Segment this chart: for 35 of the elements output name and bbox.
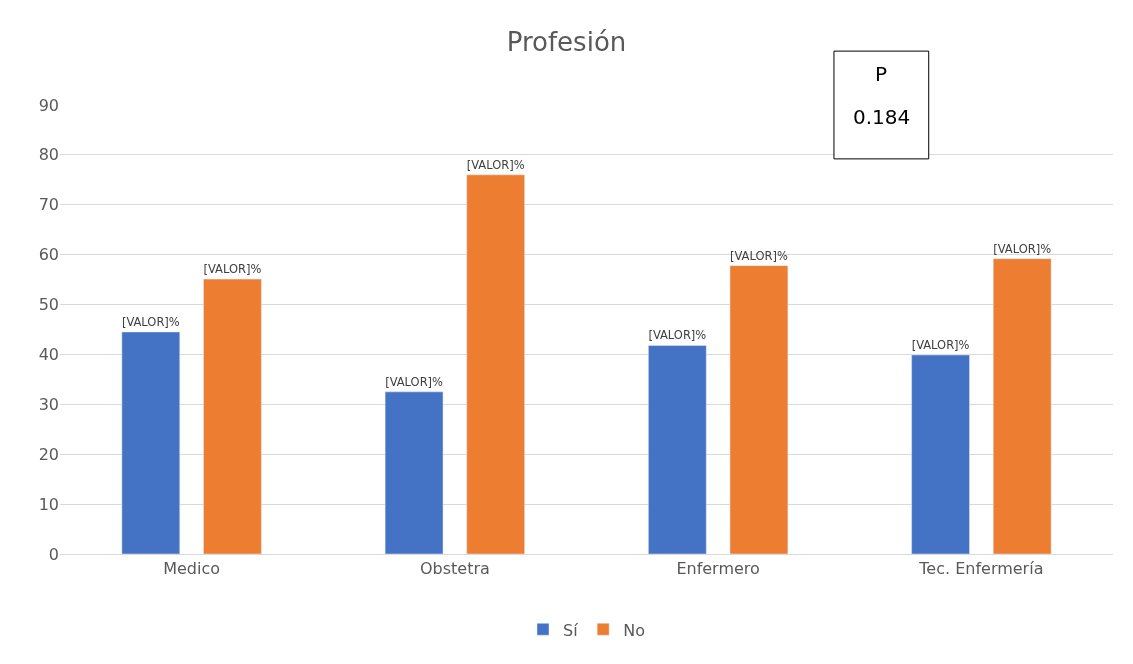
text: P (875, 62, 888, 86)
bar (648, 345, 707, 554)
x-tick-label: Medico (163, 559, 221, 579)
y-tick-label: 60 (38, 245, 59, 265)
y-tick-label: 10 (38, 494, 59, 514)
y-tick-label: 50 (38, 295, 59, 315)
data-label: [VALOR]% (648, 328, 707, 343)
bar (384, 391, 444, 554)
y-tick-label: 80 (38, 145, 59, 165)
bar (121, 331, 181, 554)
y-tick-label: 20 (38, 444, 59, 464)
data-label: [VALOR]% (993, 241, 1052, 256)
legend-label: No (623, 620, 645, 640)
data-label: [VALOR]% (385, 374, 444, 389)
bar (203, 278, 262, 554)
bar (729, 265, 789, 554)
x-tick-label: Tec. Enfermería (918, 559, 1044, 579)
y-tick-label: 70 (38, 195, 59, 215)
x-tick-label: Enfermero (676, 559, 760, 579)
annotation: 0.184 (853, 105, 911, 129)
bar (466, 174, 525, 554)
data-label: [VALOR]% (121, 314, 180, 329)
y-tick-label: 30 (38, 394, 59, 414)
data-label: [VALOR]% (730, 248, 788, 263)
data-label: [VALOR]% (911, 337, 970, 352)
chart-title: Profesión (506, 27, 627, 58)
bar (992, 258, 1052, 554)
y-tick-label: 0 (48, 544, 59, 564)
data-label: [VALOR]% (203, 262, 262, 277)
data-label: [VALOR]% (466, 157, 525, 172)
y-tick-label: 90 (38, 95, 59, 115)
legend-label: Sí (563, 620, 579, 640)
bar (911, 354, 970, 554)
y-tick-label: 40 (38, 345, 59, 365)
x-tick-label: Obstetra (419, 559, 490, 579)
